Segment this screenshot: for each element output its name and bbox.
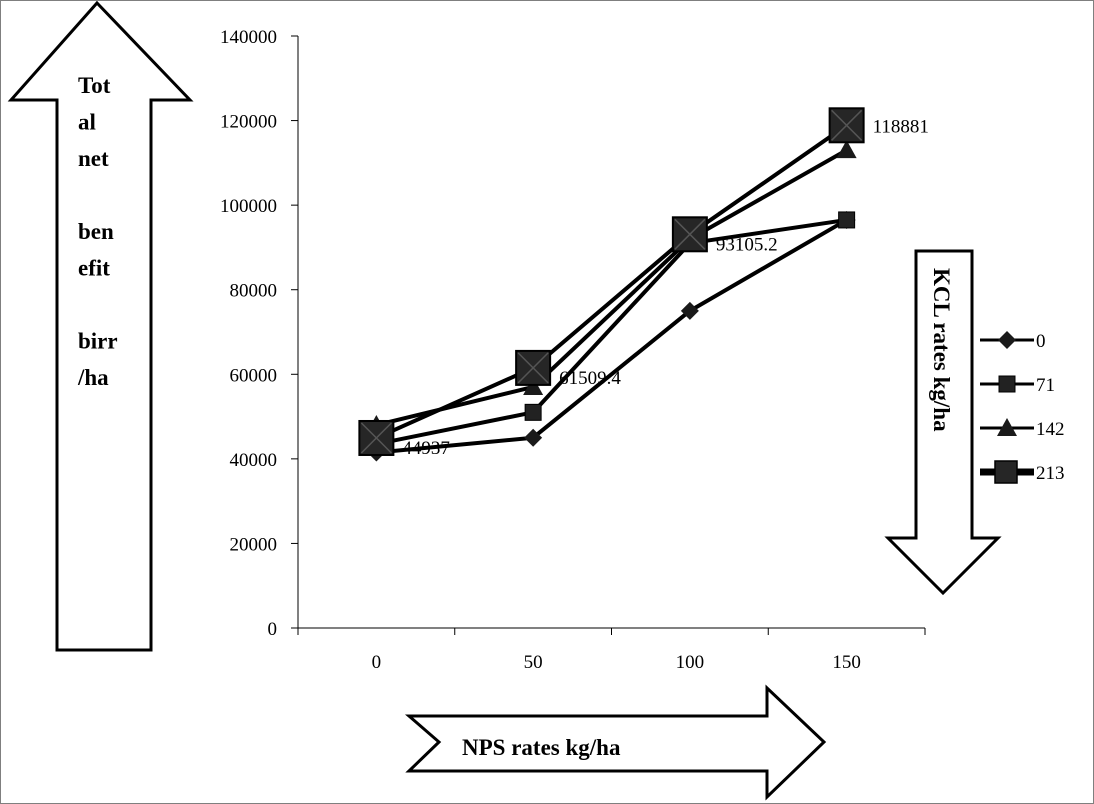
series-line: [375, 123, 848, 440]
series-71: [367, 211, 856, 453]
ylabel-line: Tot: [78, 73, 111, 98]
x-tick-label: 0: [372, 652, 382, 673]
data-point: [524, 403, 542, 421]
data-labels-layer: 44937 61509.4 93105.2 118881: [402, 116, 929, 459]
series-0: [367, 210, 856, 462]
xlabel-arrow: NPS rates kg/ha: [404, 684, 827, 801]
x-tick-label: 150: [832, 652, 861, 673]
y-tick-label: 100000: [220, 196, 277, 217]
right-arrow-shape: [404, 684, 827, 801]
legend-marker: [998, 375, 1016, 393]
legend-marker: [994, 460, 1018, 484]
ylabel-arrow: Tot al net ben efit birr/ha: [7, 0, 194, 652]
data-point: [836, 140, 857, 159]
y-tick-label: 40000: [230, 450, 278, 471]
series-layer: [358, 107, 865, 462]
ylabel-line: net: [78, 146, 109, 171]
ylabel-text: Tot al net ben efit birr/ha: [77, 73, 118, 390]
data-label: 44937: [402, 438, 450, 459]
data-point: [838, 211, 856, 229]
legend-item-142: 142: [980, 418, 1065, 440]
series-line: [376, 218, 848, 455]
y-tick-label: 0: [268, 619, 278, 640]
series-142: [366, 140, 857, 434]
data-label: 61509.4: [559, 368, 621, 389]
up-arrow-shape: [7, 0, 194, 652]
x-tick-label: 50: [524, 652, 543, 673]
data-point: [524, 428, 543, 447]
legend-marker: [997, 418, 1017, 436]
legend-item-71: 71: [980, 375, 1055, 396]
legend-item-0: 0: [980, 331, 1046, 352]
legend-title: KCL rates kg/ha: [929, 268, 954, 432]
down-arrow-shape: [884, 249, 1002, 596]
data-point: [680, 301, 699, 320]
data-label: 118881: [873, 116, 929, 137]
legend-label: 0: [1036, 331, 1046, 352]
legend-marker: [998, 331, 1016, 349]
legend-item-213: 213: [980, 460, 1065, 484]
ylabel-line: al: [78, 110, 96, 135]
legend-arrow: KCL rates kg/ha: [884, 249, 1002, 596]
series-line: [375, 217, 847, 447]
series-line: [375, 148, 848, 427]
y-tick-label: 20000: [230, 534, 278, 555]
ylabel-line: ben: [78, 219, 114, 244]
series-213: [358, 107, 865, 456]
legend: 0 71 142 213: [980, 331, 1065, 484]
data-point: [523, 376, 544, 395]
y-tick-label: 120000: [220, 112, 277, 133]
ylabel-line: /ha: [77, 365, 109, 390]
legend-label: 71: [1036, 375, 1055, 396]
ylabel-line: birr: [78, 329, 118, 354]
legend-label: 142: [1036, 419, 1065, 440]
axes: 0 20000 40000 60000 80000 100000 120000 140000 0…: [220, 27, 926, 673]
x-tick-label: 100: [676, 652, 705, 673]
y-tick-label: 80000: [230, 281, 278, 302]
xlabel-text: NPS rates kg/ha: [462, 735, 621, 760]
y-tick-label: 140000: [220, 27, 277, 48]
ylabel-line: efit: [78, 256, 110, 281]
legend-label: 213: [1036, 463, 1065, 484]
y-tick-label: 60000: [230, 365, 278, 386]
data-label: 93105.2: [716, 234, 778, 255]
